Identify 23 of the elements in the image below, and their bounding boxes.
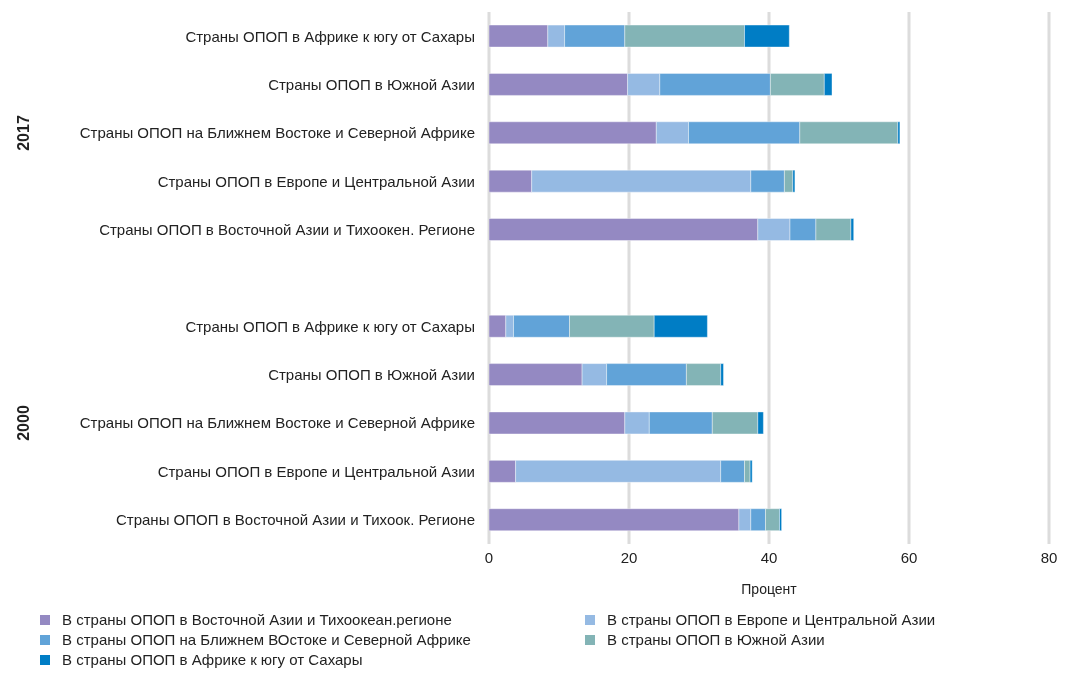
- y-tick-label: Страны ОПОП на Ближнем Востоке и Северной Африке: [79, 414, 475, 432]
- y-tick-label: Страны ОПОП в Южной Азии: [268, 366, 475, 384]
- legend-label: В страны ОПОП в Африке к югу от Сахары: [62, 650, 363, 670]
- y-tick-label: Страны ОПОП в Европе и Центральной Азии: [157, 172, 475, 190]
- y-tick-label: Страны ОПОП в Восточной Азии и Тихоок. Регионе: [115, 511, 475, 529]
- x-tick-label: 60: [900, 548, 918, 566]
- x-tick-label: 0: [484, 548, 494, 566]
- y-tick-label: Страны ОПОП на Ближнем Востоке и Северной Африке: [79, 124, 475, 142]
- y-tick-label: Страны ОПОП в Африке к югу от Сахары: [185, 317, 475, 335]
- y-tick-label: Страны ОПОП в Восточной Азии и Тихоокен. Регионе: [99, 220, 475, 238]
- text: 2000: [15, 405, 33, 441]
- legend-label: В страны ОПОП на Ближнем ВОстоке и Северной Африке: [62, 630, 471, 650]
- x-tick-label: 40: [760, 548, 778, 566]
- x-tick-label: 80: [1040, 548, 1058, 566]
- y-tick-label: Страны ОПОП в Европе и Центральной Азии: [157, 462, 475, 480]
- y-tick-label: Страны ОПОП в Африке к югу от Сахары: [185, 27, 475, 45]
- legend-label: В страны ОПОП в Южной Азии: [607, 630, 825, 650]
- text: 2017: [15, 115, 33, 151]
- x-tick-label: 20: [620, 548, 638, 566]
- legend-label: В страны ОПОП в Европе и Центральной Азии: [607, 610, 936, 630]
- legend-label: В страны ОПОП в Восточной Азии и Тихоокеан.регионе: [62, 610, 452, 630]
- x-axis-title: Процент: [741, 581, 798, 597]
- y-tick-label: Страны ОПОП в Южной Азии: [268, 75, 475, 93]
